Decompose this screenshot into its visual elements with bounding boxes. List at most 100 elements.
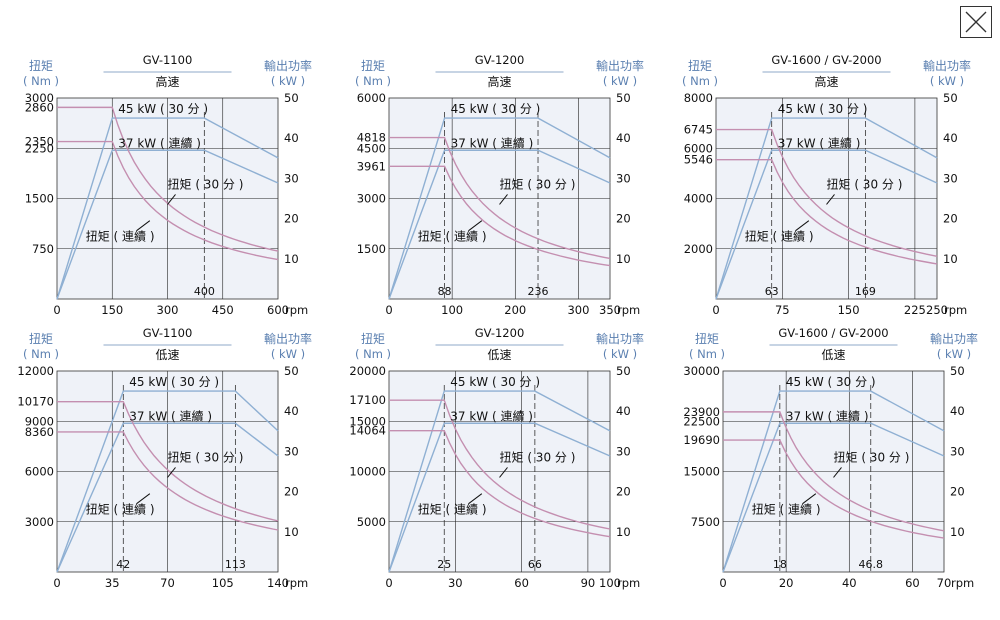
power-line-p30	[388, 117, 611, 300]
power-tick-label: 40	[616, 131, 631, 145]
power-line-pcont	[715, 149, 938, 300]
right-axis-unit: ( kW )	[271, 74, 305, 88]
y-tick-label: 10170	[17, 395, 54, 409]
power-tick-label: 10	[943, 252, 958, 266]
power-tick-label: 20	[284, 485, 299, 499]
label-torque-continuous: 扭矩 ( 連續 )	[418, 229, 487, 244]
label-power-continuous: 37 kW ( 連續 )	[778, 135, 861, 150]
label-torque-continuous: 扭矩 ( 連續 )	[752, 502, 821, 517]
x-tick-label: 60	[514, 576, 529, 590]
power-line-p30	[56, 117, 279, 300]
power-tick-label: 20	[616, 485, 631, 499]
torque-line-t30	[389, 399, 611, 530]
chart-subtitle: 低速	[155, 348, 179, 362]
x-tick-label: 105	[212, 576, 234, 590]
arrow-torque-30min	[826, 194, 835, 205]
x-tick-label: 100	[441, 303, 463, 317]
arrow-torque-30min	[167, 194, 176, 205]
y-tick-label: 22500	[683, 414, 720, 428]
arrow-torque-continuous	[802, 493, 817, 505]
power-tick-label: 50	[284, 364, 299, 378]
speed-marker-label: 46.8	[859, 558, 884, 571]
arrow-torque-continuous	[136, 220, 151, 232]
right-axis-title: 輸出功率	[930, 331, 978, 346]
label-power-continuous: 37 kW ( 連續 )	[451, 135, 534, 150]
x-unit-label: rpm	[617, 303, 640, 317]
label-torque-30min: 扭矩 ( 30 分 )	[500, 450, 576, 464]
close-button[interactable]	[960, 6, 992, 38]
x-tick-label: 20	[779, 576, 794, 590]
arrow-torque-continuous	[795, 220, 810, 232]
x-tick-label: 350	[599, 303, 621, 317]
y-tick-label: 15000	[683, 465, 720, 479]
chart-subtitle: 高速	[155, 74, 179, 89]
label-power-30min: 45 kW ( 30 分 )	[450, 375, 540, 389]
x-unit-label: rpm	[285, 576, 308, 590]
label-torque-30min: 扭矩 ( 30 分 )	[827, 177, 903, 191]
torque-line-tcont	[389, 165, 611, 267]
chart-title: GV-1100	[143, 53, 193, 67]
x-tick-label: 300	[157, 303, 179, 317]
label-torque-30min: 扭矩 ( 30 分 )	[500, 177, 576, 191]
y-tick-label: 3000	[357, 192, 386, 206]
left-axis-title: 扭矩	[361, 59, 385, 73]
label-power-continuous: 37 kW ( 連續 )	[450, 408, 533, 423]
y-tick-label: 8360	[25, 425, 54, 439]
speed-marker-label: 66	[528, 558, 542, 571]
left-axis-title: 扭矩	[688, 59, 712, 73]
chart-title: GV-1600 / GV-2000	[771, 53, 881, 67]
y-tick-label: 2860	[25, 100, 54, 114]
speed-marker-label: 400	[194, 285, 215, 298]
right-axis-unit: ( kW )	[271, 347, 305, 361]
y-tick-label: 6745	[684, 123, 713, 137]
y-tick-label: 17100	[349, 393, 386, 407]
label-torque-continuous: 扭矩 ( 連續 )	[418, 502, 487, 517]
right-axis-unit: ( kW )	[603, 347, 637, 361]
power-line-p30	[56, 390, 279, 573]
power-tick-label: 30	[616, 171, 631, 185]
x-unit-label: rpm	[285, 303, 308, 317]
power-tick-label: 40	[284, 131, 299, 145]
power-line-pcont	[56, 149, 279, 300]
power-tick-label: 10	[284, 525, 299, 539]
x-tick-label: 150	[101, 303, 123, 317]
power-tick-label: 50	[616, 91, 631, 105]
power-tick-label: 20	[943, 212, 958, 226]
plot-frame	[715, 97, 938, 300]
y-tick-label: 23900	[683, 405, 720, 419]
x-tick-label: 0	[712, 303, 719, 317]
left-axis-unit: ( Nm )	[355, 347, 391, 361]
torque-line-t30	[723, 411, 945, 532]
y-tick-label: 750	[32, 242, 54, 256]
power-tick-label: 30	[284, 444, 299, 458]
y-tick-label: 15000	[349, 414, 386, 428]
y-tick-label: 3000	[25, 515, 54, 529]
close-icon	[965, 11, 987, 33]
arrow-torque-30min	[499, 194, 508, 205]
arrow-torque-30min	[167, 467, 176, 478]
power-tick-label: 20	[950, 485, 965, 499]
y-tick-label: 6000	[25, 465, 54, 479]
power-tick-label: 10	[284, 252, 299, 266]
x-tick-label: 200	[504, 303, 526, 317]
y-tick-label: 14064	[349, 424, 386, 438]
torque-line-t30	[57, 400, 279, 522]
speed-marker-label: 42	[116, 558, 130, 571]
power-tick-label: 30	[616, 444, 631, 458]
chart-title: GV-1600 / GV-2000	[778, 326, 888, 340]
y-tick-label: 3000	[25, 91, 54, 105]
left-axis-unit: ( Nm )	[689, 347, 725, 361]
chart-subtitle: 高速	[487, 74, 511, 89]
plot-frame	[56, 370, 279, 573]
left-axis-title: 扭矩	[695, 332, 719, 346]
x-tick-label: 300	[567, 303, 589, 317]
x-tick-label: 0	[53, 576, 60, 590]
y-tick-label: 20000	[349, 364, 386, 378]
y-tick-label: 12000	[17, 364, 54, 378]
label-power-30min: 45 kW ( 30 分 )	[118, 102, 208, 116]
power-tick-label: 30	[950, 444, 965, 458]
left-axis-title: 扭矩	[361, 332, 385, 346]
y-tick-label: 5000	[357, 515, 386, 529]
chart-subtitle: 高速	[814, 74, 838, 89]
